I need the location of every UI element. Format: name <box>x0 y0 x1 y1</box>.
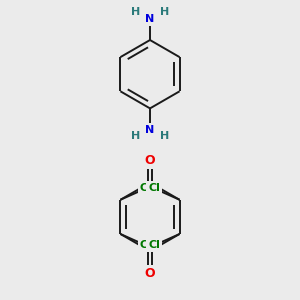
Text: Cl: Cl <box>140 240 152 250</box>
Text: H: H <box>131 7 140 17</box>
Text: O: O <box>145 267 155 280</box>
Text: N: N <box>146 14 154 24</box>
Text: Cl: Cl <box>140 184 152 194</box>
Text: Cl: Cl <box>148 184 160 194</box>
Text: H: H <box>131 131 140 141</box>
Text: H: H <box>160 7 169 17</box>
Text: O: O <box>145 154 155 167</box>
Text: Cl: Cl <box>148 240 160 250</box>
Text: H: H <box>160 131 169 141</box>
Text: N: N <box>146 125 154 135</box>
